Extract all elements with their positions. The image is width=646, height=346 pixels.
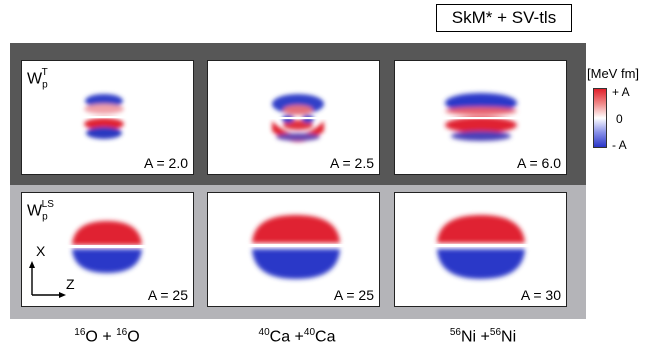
panel-spin-orbit-ni56: A = 30 <box>394 192 567 307</box>
amplitude-label: A = 2.5 <box>330 155 374 171</box>
density-plot <box>66 221 148 273</box>
density-plot <box>431 215 531 279</box>
panel-spin-orbit-ca40: A = 25 <box>207 192 380 307</box>
panel-tensor-o16: WpT A = 2.0 <box>21 60 194 175</box>
system-label-o16: 16O + 16O <box>74 327 140 346</box>
colorbar-max-label: + A <box>612 85 630 99</box>
panel-tensor-ni56: A = 6.0 <box>394 60 567 175</box>
density-plot <box>268 94 328 142</box>
colorbar-unit: [MeV fm] <box>587 66 640 81</box>
system-label-ca40: 40Ca +40Ca <box>258 327 336 346</box>
density-plot <box>77 94 137 139</box>
density-plot <box>246 215 346 279</box>
axis-x-label: X <box>36 243 46 259</box>
amplitude-label: A = 25 <box>147 287 188 303</box>
row-label-tensor: WpT <box>27 67 48 91</box>
colorbar-mid-label: 0 <box>616 112 623 126</box>
amplitude-label: A = 6.0 <box>517 155 561 171</box>
axis-arrows <box>29 261 66 298</box>
colorbar <box>593 88 607 148</box>
density-plot <box>441 93 523 141</box>
amplitude-label: A = 30 <box>520 287 561 303</box>
axis-indicator: X Z <box>26 243 86 303</box>
blue-lobe-top <box>84 104 124 114</box>
axis-z-label: Z <box>66 276 75 292</box>
panel-tensor-ca40: A = 2.5 <box>207 60 380 175</box>
blue-lobe-bottom <box>86 127 122 139</box>
red-lobe-bottom <box>84 118 124 130</box>
amplitude-label: A = 25 <box>333 287 374 303</box>
panel-spin-orbit-o16: WpLS X Z A = 25 <box>21 192 194 307</box>
red-lobe-top <box>85 94 123 108</box>
figure-title: SkM* + SV-tls <box>436 4 572 32</box>
colorbar-min-label: - A <box>612 138 627 152</box>
amplitude-label: A = 2.0 <box>144 155 188 171</box>
row-label-spin-orbit: WpLS <box>27 199 54 223</box>
system-label-ni56: 56Ni +56Ni <box>449 327 517 346</box>
